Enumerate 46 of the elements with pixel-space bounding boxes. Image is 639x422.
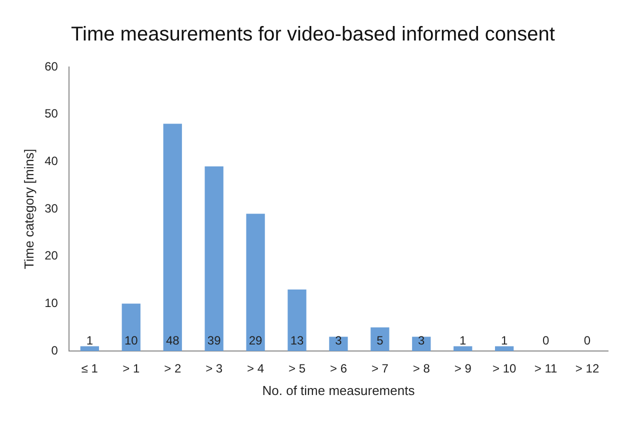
data-label: 3 — [335, 333, 342, 348]
y-tick-label: 10 — [44, 296, 58, 310]
data-label: 10 — [124, 333, 138, 348]
y-tick-label: 40 — [44, 154, 58, 168]
bar — [122, 304, 140, 351]
x-tick-label: > 12 — [575, 362, 600, 376]
y-tick-label: 0 — [51, 343, 58, 358]
bar — [163, 124, 182, 351]
y-axis-title: Time category [mins] — [21, 148, 36, 270]
data-label: 1 — [500, 333, 508, 348]
bar — [329, 336, 348, 351]
bar — [495, 346, 514, 351]
x-tick-label: ≤ 1 — [81, 362, 98, 376]
bar — [80, 346, 100, 351]
data-label: 39 — [207, 333, 222, 348]
data-label: 5 — [376, 333, 384, 348]
x-tick-label: > 7 — [371, 362, 389, 376]
x-tick-label: > 3 — [206, 362, 223, 376]
y-tick-label: 30 — [44, 201, 58, 216]
data-label: 48 — [166, 333, 180, 348]
x-tick-label: > 5 — [288, 362, 306, 376]
data-label: 0 — [542, 333, 550, 348]
data-label: 3 — [418, 333, 426, 348]
x-axis-title: No. of time measurements — [262, 382, 416, 398]
data-label: 13 — [290, 333, 304, 348]
x-tick-label: > 8 — [412, 362, 430, 376]
bar — [246, 214, 265, 351]
bar — [454, 346, 472, 351]
x-tick-label: > 1 — [122, 362, 140, 376]
x-tick-label: > 6 — [330, 362, 348, 376]
bar — [288, 289, 306, 351]
x-tick-label: > 4 — [247, 362, 264, 376]
y-tick-label: 20 — [44, 248, 58, 263]
x-tick-label: > 9 — [454, 362, 472, 376]
y-tick-label: 60 — [44, 59, 58, 74]
data-label: 0 — [584, 333, 591, 348]
bar — [204, 166, 224, 351]
data-label: 1 — [460, 333, 467, 348]
x-tick-label: > 10 — [492, 362, 516, 376]
data-label: 1 — [86, 333, 94, 348]
y-tick-label: 50 — [44, 106, 58, 121]
data-label: 29 — [248, 333, 263, 348]
chart-title: Time measurements for video-based informed consent — [71, 24, 556, 46]
x-tick-label: > 2 — [164, 362, 182, 376]
x-tick-label: > 11 — [534, 362, 558, 376]
bar — [370, 327, 390, 351]
